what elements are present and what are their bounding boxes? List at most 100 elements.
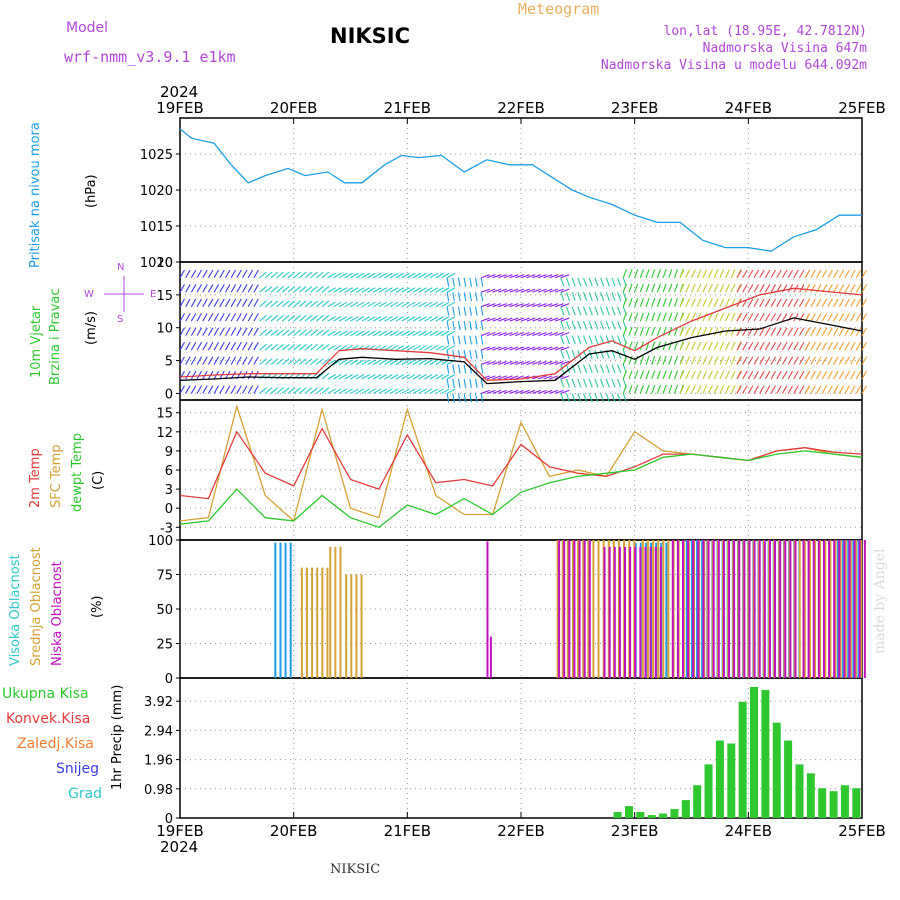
wind-barb <box>600 335 605 345</box>
precip-bar <box>772 722 781 818</box>
wind-barb <box>673 269 679 278</box>
wind-barb <box>747 269 754 279</box>
wind-barb <box>673 341 679 351</box>
wind-barb <box>577 306 582 316</box>
wind-barb <box>628 269 633 278</box>
wind-barb <box>742 385 748 394</box>
wind-barb <box>259 300 267 308</box>
wind-barb <box>395 272 405 279</box>
wind-barb <box>827 269 833 279</box>
wind-barb <box>509 274 519 279</box>
wind-barb <box>185 313 191 322</box>
mid-cloud-bar <box>808 540 811 678</box>
mid-cloud-bar <box>582 540 585 678</box>
wind-barb <box>361 316 370 322</box>
wind-barb <box>446 287 456 293</box>
low-cloud-bar <box>654 546 657 678</box>
wind-barb <box>713 298 719 307</box>
wind-barb <box>463 393 467 403</box>
wind-barb <box>776 298 782 307</box>
wind-barb <box>293 343 301 351</box>
wind-barb <box>759 327 765 336</box>
wind-barb <box>469 321 472 331</box>
wind-barb <box>656 269 661 278</box>
wind-barb <box>821 385 828 394</box>
wind-barb <box>333 316 342 322</box>
wind-barb <box>605 378 610 388</box>
wind-barb <box>202 313 208 322</box>
wind-barb <box>219 284 225 293</box>
wind-barb <box>810 298 816 307</box>
precip-bar <box>727 743 736 818</box>
wind-barb <box>486 274 496 279</box>
wind-barb <box>855 385 862 394</box>
compass-e: E <box>150 289 157 300</box>
wind-barb <box>481 375 490 380</box>
wind-unit-label: (m/s) <box>84 311 99 345</box>
wind-barb <box>327 373 336 380</box>
wind-barb <box>799 341 805 351</box>
wind-barb <box>560 375 570 380</box>
wind-barb <box>645 269 650 278</box>
wind-barb <box>230 269 237 279</box>
wind-barb <box>850 370 856 380</box>
wind-barb <box>582 277 588 287</box>
wind-barb <box>219 298 225 307</box>
wind-barb <box>645 370 650 380</box>
wind-barb <box>298 329 307 337</box>
wind-barb <box>673 298 679 307</box>
wind-barb <box>429 272 439 279</box>
wind-barb <box>390 272 399 279</box>
wind-barb <box>321 300 330 308</box>
wind-barb <box>372 272 382 279</box>
wind-barb <box>588 335 593 345</box>
wind-barb <box>799 269 805 279</box>
wind-barb <box>844 284 850 293</box>
wind-barb <box>668 370 673 380</box>
wind-barb <box>656 326 661 336</box>
wind-barb <box>526 346 536 351</box>
mid-cloud-bar <box>300 567 303 678</box>
wind-barb <box>617 393 622 403</box>
wind-barb <box>639 355 644 365</box>
wind-barb <box>673 283 679 293</box>
wind-barb <box>378 301 387 308</box>
wind-barb <box>651 312 656 322</box>
wind-barb <box>338 373 348 380</box>
wind-barb <box>719 356 725 365</box>
wind-barb <box>384 301 393 308</box>
wind-barb <box>298 358 307 365</box>
wind-barb <box>634 283 639 293</box>
wind-barb <box>850 313 856 322</box>
wind-barb <box>480 364 484 374</box>
wind-barb <box>435 316 444 322</box>
wind-barb <box>395 330 405 337</box>
wind-barb <box>304 387 313 394</box>
wind-barb <box>560 378 565 388</box>
mid-cloud-bar <box>662 540 665 678</box>
wind-barb <box>673 355 679 365</box>
wind-barb <box>384 388 393 394</box>
wind-barb <box>304 300 313 308</box>
wind-barb <box>532 332 542 337</box>
wind-barb <box>412 316 422 322</box>
wind-barb <box>367 359 376 365</box>
low-cloud-bar <box>624 546 627 678</box>
precip-bar <box>761 689 770 818</box>
wind-barb <box>327 272 336 279</box>
wind-barb <box>816 313 822 322</box>
wind-barb <box>833 341 839 351</box>
wind-barb <box>401 373 410 380</box>
wind-barb <box>202 341 208 351</box>
wind-barb <box>378 373 387 380</box>
mid-cloud-bar <box>345 574 348 678</box>
low-cloud-bar <box>758 540 761 678</box>
wind-barb <box>708 385 713 394</box>
wind-barb <box>571 320 576 330</box>
wind-barb <box>776 370 782 380</box>
wind-barb <box>446 277 450 287</box>
mid-cloud-bar <box>571 540 574 678</box>
wind-barb <box>685 356 691 365</box>
wind-barb <box>316 286 324 293</box>
wind-barb <box>571 393 576 403</box>
